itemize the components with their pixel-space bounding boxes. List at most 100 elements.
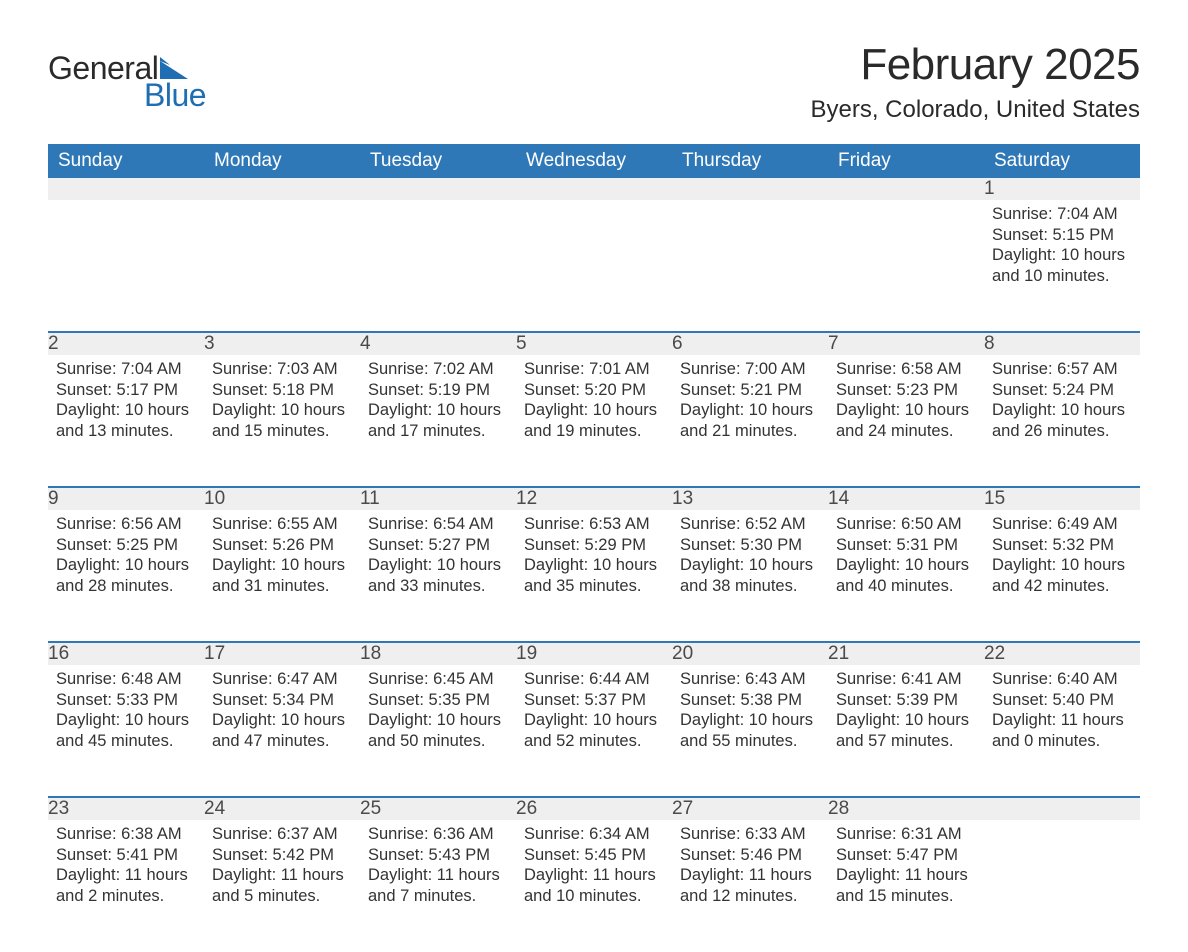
day-cell: Sunrise: 6:31 AMSunset: 5:47 PMDaylight:… [828,820,984,952]
daylight-line: Daylight: 11 hours and 5 minutes. [212,865,352,906]
sunset-line: Sunset: 5:46 PM [680,845,820,866]
daylight-line: Daylight: 10 hours and 55 minutes. [680,710,820,751]
sunrise-line: Sunrise: 6:33 AM [680,824,820,845]
day-cell: Sunrise: 6:49 AMSunset: 5:32 PMDaylight:… [984,510,1140,642]
day-cell-body: Sunrise: 6:49 AMSunset: 5:32 PMDaylight:… [984,510,1140,607]
sunset-line: Sunset: 5:41 PM [56,845,196,866]
sunset-line: Sunset: 5:32 PM [992,535,1132,556]
day-cell: Sunrise: 7:04 AMSunset: 5:17 PMDaylight:… [48,355,204,487]
day-cell: Sunrise: 6:38 AMSunset: 5:41 PMDaylight:… [48,820,204,952]
empty-daynum-cell [204,178,360,200]
sunrise-line: Sunrise: 6:34 AM [524,824,664,845]
daylight-line: Daylight: 10 hours and 17 minutes. [368,400,508,441]
week-daynum-row: 9101112131415 [48,487,1140,510]
day-number-cell: 18 [360,642,516,665]
day-cell-body: Sunrise: 6:50 AMSunset: 5:31 PMDaylight:… [828,510,984,607]
empty-daynum-cell [360,178,516,200]
sunrise-line: Sunrise: 6:52 AM [680,514,820,535]
day-cell-body: Sunrise: 6:45 AMSunset: 5:35 PMDaylight:… [360,665,516,762]
day-number-cell: 24 [204,797,360,820]
day-cell: Sunrise: 6:40 AMSunset: 5:40 PMDaylight:… [984,665,1140,797]
day-number-cell: 28 [828,797,984,820]
daylight-line: Daylight: 10 hours and 13 minutes. [56,400,196,441]
title-block: February 2025 Byers, Colorado, United St… [811,40,1141,124]
sunrise-line: Sunrise: 7:02 AM [368,359,508,380]
day-number-cell: 17 [204,642,360,665]
sunrise-line: Sunrise: 6:41 AM [836,669,976,690]
daylight-line: Daylight: 11 hours and 7 minutes. [368,865,508,906]
sunset-line: Sunset: 5:38 PM [680,690,820,711]
sunrise-line: Sunrise: 7:00 AM [680,359,820,380]
daylight-line: Daylight: 10 hours and 21 minutes. [680,400,820,441]
day-cell: Sunrise: 7:03 AMSunset: 5:18 PMDaylight:… [204,355,360,487]
sunset-line: Sunset: 5:42 PM [212,845,352,866]
day-number-cell: 9 [48,487,204,510]
location-subtitle: Byers, Colorado, United States [811,96,1141,124]
weekday-header: Thursday [672,144,828,178]
month-title: February 2025 [811,40,1141,90]
logo: General Blue [48,40,206,114]
weekday-header: Tuesday [360,144,516,178]
day-cell-body: Sunrise: 6:37 AMSunset: 5:42 PMDaylight:… [204,820,360,917]
sunset-line: Sunset: 5:25 PM [56,535,196,556]
day-cell-body: Sunrise: 6:56 AMSunset: 5:25 PMDaylight:… [48,510,204,607]
daylight-line: Daylight: 10 hours and 50 minutes. [368,710,508,751]
sunrise-line: Sunrise: 7:01 AM [524,359,664,380]
sunrise-line: Sunrise: 6:37 AM [212,824,352,845]
day-cell: Sunrise: 6:48 AMSunset: 5:33 PMDaylight:… [48,665,204,797]
day-cell-body: Sunrise: 6:48 AMSunset: 5:33 PMDaylight:… [48,665,204,762]
empty-day-cell [984,820,1140,952]
day-cell: Sunrise: 6:58 AMSunset: 5:23 PMDaylight:… [828,355,984,487]
daylight-line: Daylight: 10 hours and 33 minutes. [368,555,508,596]
day-number-cell: 27 [672,797,828,820]
daylight-line: Daylight: 11 hours and 2 minutes. [56,865,196,906]
empty-day-cell [672,200,828,332]
daylight-line: Daylight: 10 hours and 10 minutes. [992,245,1132,286]
sunrise-line: Sunrise: 6:53 AM [524,514,664,535]
day-number-cell: 20 [672,642,828,665]
day-number-cell: 22 [984,642,1140,665]
daylight-line: Daylight: 11 hours and 10 minutes. [524,865,664,906]
daylight-line: Daylight: 10 hours and 28 minutes. [56,555,196,596]
day-cell-body: Sunrise: 7:03 AMSunset: 5:18 PMDaylight:… [204,355,360,452]
day-number-cell: 16 [48,642,204,665]
day-cell: Sunrise: 7:02 AMSunset: 5:19 PMDaylight:… [360,355,516,487]
sunset-line: Sunset: 5:18 PM [212,380,352,401]
week-content-row: Sunrise: 6:48 AMSunset: 5:33 PMDaylight:… [48,665,1140,797]
day-number-cell: 21 [828,642,984,665]
day-cell-body: Sunrise: 6:55 AMSunset: 5:26 PMDaylight:… [204,510,360,607]
empty-day-cell [204,200,360,332]
day-number-cell: 4 [360,332,516,355]
day-cell: Sunrise: 6:45 AMSunset: 5:35 PMDaylight:… [360,665,516,797]
sunrise-line: Sunrise: 6:54 AM [368,514,508,535]
sunset-line: Sunset: 5:45 PM [524,845,664,866]
daylight-line: Daylight: 10 hours and 15 minutes. [212,400,352,441]
day-cell-body: Sunrise: 6:31 AMSunset: 5:47 PMDaylight:… [828,820,984,917]
sunset-line: Sunset: 5:17 PM [56,380,196,401]
sunrise-line: Sunrise: 7:04 AM [992,204,1132,225]
sunset-line: Sunset: 5:47 PM [836,845,976,866]
day-cell: Sunrise: 6:54 AMSunset: 5:27 PMDaylight:… [360,510,516,642]
sunrise-line: Sunrise: 6:44 AM [524,669,664,690]
day-cell-body: Sunrise: 6:36 AMSunset: 5:43 PMDaylight:… [360,820,516,917]
calendar-table: SundayMondayTuesdayWednesdayThursdayFrid… [48,144,1140,952]
day-cell-body: Sunrise: 7:04 AMSunset: 5:17 PMDaylight:… [48,355,204,452]
day-cell-body: Sunrise: 6:57 AMSunset: 5:24 PMDaylight:… [984,355,1140,452]
sunrise-line: Sunrise: 6:56 AM [56,514,196,535]
day-cell: Sunrise: 6:34 AMSunset: 5:45 PMDaylight:… [516,820,672,952]
week-content-row: Sunrise: 6:56 AMSunset: 5:25 PMDaylight:… [48,510,1140,642]
empty-daynum-cell [516,178,672,200]
daylight-line: Daylight: 11 hours and 0 minutes. [992,710,1132,751]
week-daynum-row: 1 [48,178,1140,200]
empty-day-cell [48,200,204,332]
logo-text-blue: Blue [144,77,206,114]
day-number-cell: 8 [984,332,1140,355]
weekday-header: Friday [828,144,984,178]
day-cell: Sunrise: 6:37 AMSunset: 5:42 PMDaylight:… [204,820,360,952]
day-number-cell: 11 [360,487,516,510]
daylight-line: Daylight: 11 hours and 15 minutes. [836,865,976,906]
empty-daynum-cell [672,178,828,200]
day-cell-body: Sunrise: 6:47 AMSunset: 5:34 PMDaylight:… [204,665,360,762]
day-cell-body: Sunrise: 6:33 AMSunset: 5:46 PMDaylight:… [672,820,828,917]
day-cell-body: Sunrise: 6:53 AMSunset: 5:29 PMDaylight:… [516,510,672,607]
